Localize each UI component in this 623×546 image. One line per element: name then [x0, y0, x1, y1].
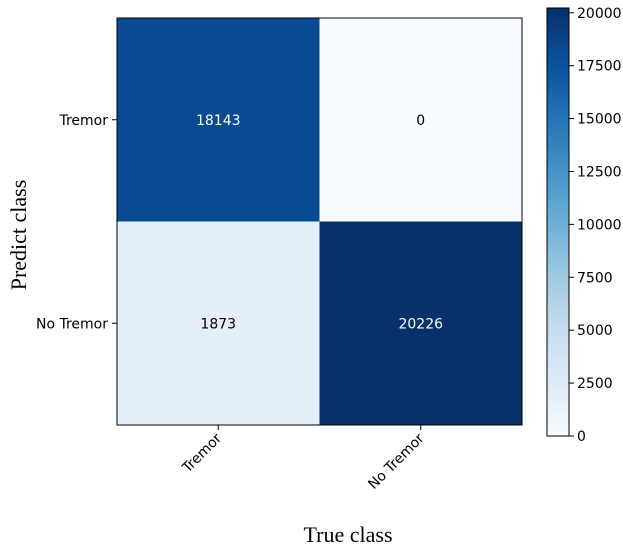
colorbar-tick-label: 2500 — [577, 376, 613, 392]
cell-value-label: 1873 — [200, 316, 236, 332]
colorbar-gradient — [546, 7, 570, 437]
heatmap-cell — [319, 18, 522, 222]
heatmap-cell — [319, 221, 522, 425]
y-tick-label: No Tremor — [36, 316, 108, 332]
cell-value-label: 20226 — [398, 316, 443, 332]
heatmap-cells: 18143 0 1873 20226 — [117, 18, 522, 425]
y-axis-ticks: Tremor No Tremor — [36, 113, 117, 332]
x-tick-label: No Tremor — [365, 430, 427, 492]
colorbar-tick-label: 0 — [577, 429, 586, 445]
x-axis-label: True class — [303, 522, 392, 546]
colorbar: 0 2500 5000 7500 10000 12500 15000 17500 20000 — [546, 6, 622, 445]
colorbar-tick-label: 15000 — [577, 112, 622, 128]
colorbar-tick-label: 7500 — [577, 270, 613, 286]
cell-value-label: 18143 — [196, 113, 241, 129]
y-axis-label: Predict class — [6, 180, 31, 291]
x-tick-label: Tremor — [179, 430, 225, 476]
colorbar-tick-label: 20000 — [577, 6, 622, 22]
colorbar-tick-label: 10000 — [577, 217, 622, 233]
heatmap-cell — [117, 18, 320, 222]
x-axis-ticks: Tremor No Tremor — [179, 425, 428, 493]
cell-value-label: 0 — [416, 113, 425, 129]
plot-frame — [116, 17, 523, 426]
heatmap-cell — [117, 221, 320, 425]
colorbar-tick-label: 17500 — [577, 59, 622, 75]
colorbar-tick-label: 12500 — [577, 164, 622, 180]
y-tick-label: Tremor — [58, 113, 108, 129]
colorbar-tick-label: 5000 — [577, 323, 613, 339]
colorbar-ticks: 0 2500 5000 7500 10000 12500 15000 17500 20000 — [569, 6, 622, 445]
